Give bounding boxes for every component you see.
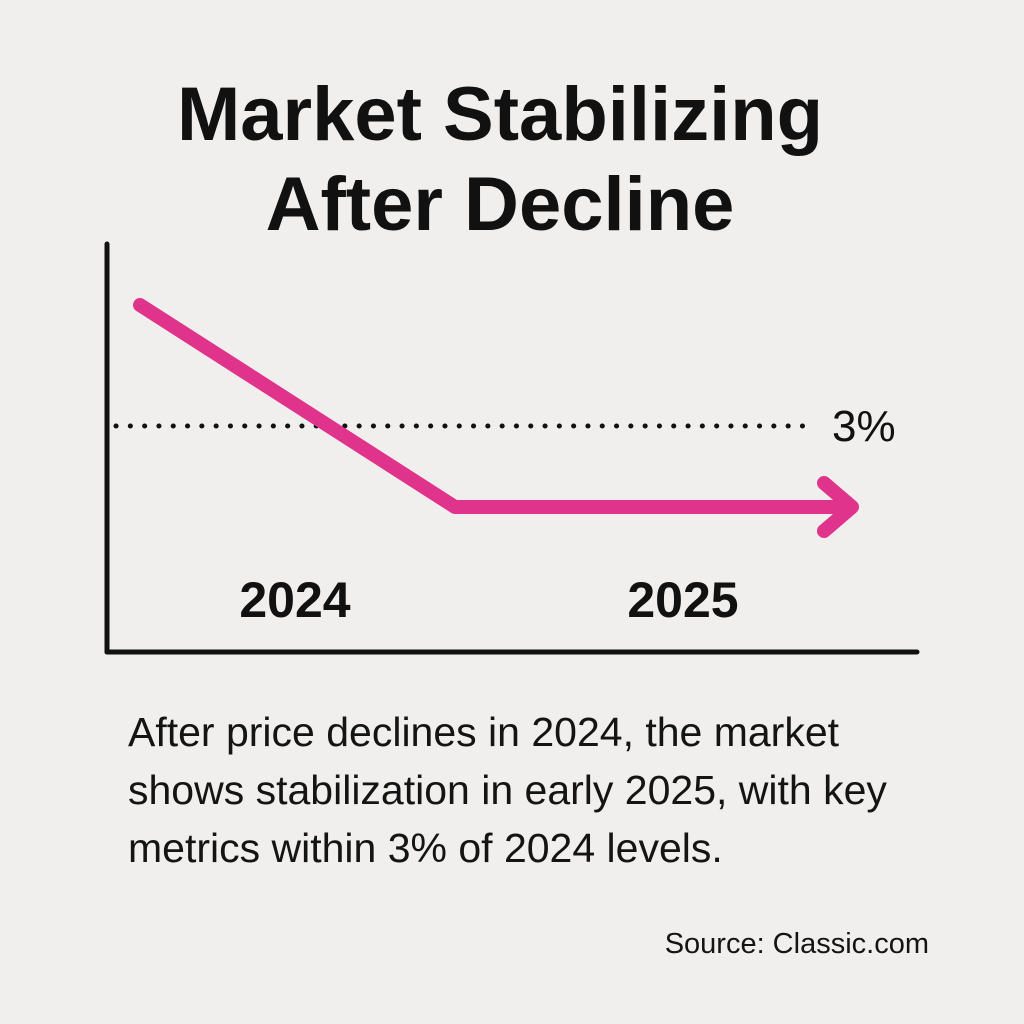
chart-title: Market Stabilizing After Decline bbox=[0, 70, 1000, 250]
x-tick-label-2024: 2024 bbox=[239, 572, 350, 628]
title-line-1: Market Stabilizing bbox=[176, 72, 824, 157]
reference-label: 3% bbox=[832, 402, 896, 451]
x-tick-label-2025: 2025 bbox=[627, 572, 738, 628]
reference-line-group: 3% bbox=[113, 402, 896, 451]
x-tick-labels: 2024 2025 bbox=[239, 572, 738, 628]
chart-caption: After price declines in 2024, the market… bbox=[128, 709, 887, 871]
series-line bbox=[133, 298, 847, 514]
series-group bbox=[133, 298, 859, 538]
title-line-2: After Decline bbox=[265, 162, 735, 247]
source-credit: Source: Classic.com bbox=[664, 928, 929, 960]
series-arrowhead bbox=[817, 476, 859, 538]
